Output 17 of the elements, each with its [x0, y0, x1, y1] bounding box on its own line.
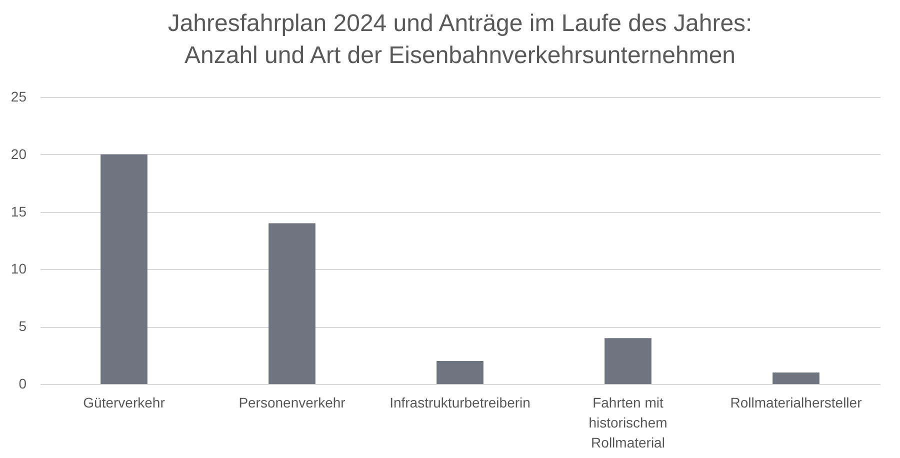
x-tick-label: Personenverkehr	[238, 394, 346, 410]
bar	[100, 154, 148, 384]
bar	[604, 338, 652, 384]
y-tick-label: 20	[10, 146, 27, 162]
bar	[772, 372, 820, 384]
x-tick-label: Fahrten mit historischem Rollmaterial	[588, 394, 668, 450]
y-tick-label: 0	[18, 376, 27, 392]
bar	[268, 223, 316, 384]
x-tick-label: Infrastrukturbetreiberin	[390, 394, 530, 410]
x-tick-label: Rollmaterialhersteller	[730, 394, 862, 410]
y-tick-label: 15	[10, 203, 27, 220]
y-tick-label: 5	[18, 318, 27, 334]
y-tick-label: 10	[10, 260, 27, 277]
x-tick-label: Güterverkehr	[83, 394, 166, 410]
bar	[436, 361, 484, 384]
y-tick-label: 25	[10, 88, 27, 104]
chart-title: Jahresfahrplan 2024 und Anträge im Laufe des Jahres: Anzahl und Art der Eisenbahnverkehrsunternehmen	[168, 10, 752, 69]
